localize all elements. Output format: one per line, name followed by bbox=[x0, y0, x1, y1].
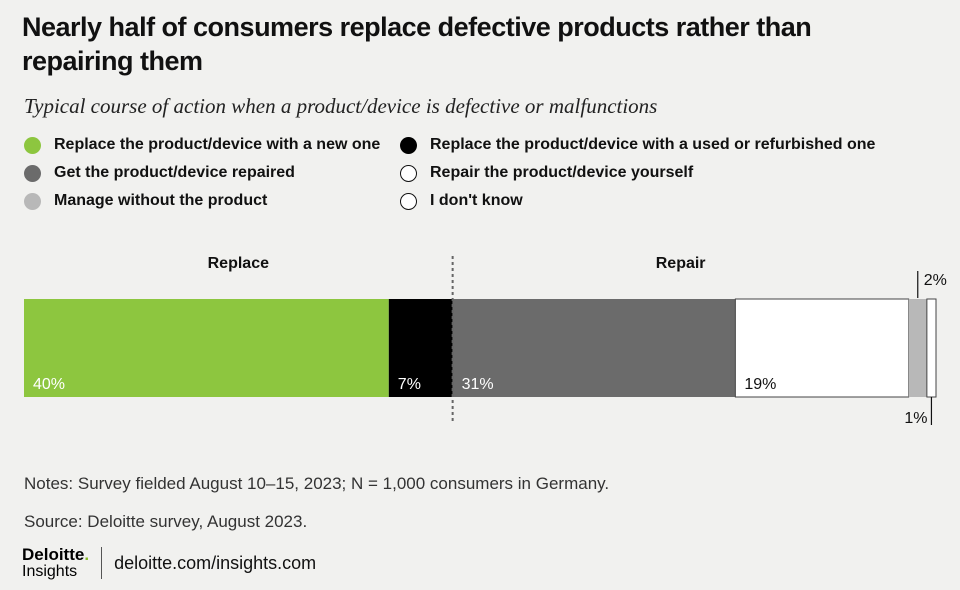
group-label-repair: Repair bbox=[656, 255, 706, 272]
legend-swatch-icon bbox=[400, 164, 417, 182]
footer-url[interactable]: deloitte.com/insights.com bbox=[114, 552, 317, 573]
legend-swatch-icon bbox=[24, 192, 41, 210]
chart-title: Nearly half of consumers replace defecti… bbox=[22, 12, 812, 76]
footer-divider bbox=[101, 547, 103, 579]
legend-swatch-icon bbox=[24, 136, 41, 154]
group-label-replace: Replace bbox=[208, 255, 269, 272]
legend-item: Repair the product/device yourself bbox=[400, 161, 693, 185]
footer: Deloitte. Insights deloitte.com/insights… bbox=[22, 546, 316, 580]
stacked-bar-chart: 40% 7% 31% 19% 2% 1% Replace Repair bbox=[24, 255, 947, 427]
legend-label: Get the product/device repaired bbox=[54, 164, 295, 181]
chart-subtitle: Typical course of action when a product/… bbox=[24, 94, 658, 118]
bar-segment bbox=[388, 299, 453, 397]
legend-swatch-icon bbox=[400, 136, 417, 154]
legend-label: Manage without the product bbox=[54, 192, 268, 209]
legend-label: Replace the product/device with a used o… bbox=[430, 136, 876, 153]
legend-item: Get the product/device repaired bbox=[24, 161, 295, 185]
data-label: 2% bbox=[924, 272, 947, 289]
legend-item: Replace the product/device with a used o… bbox=[400, 133, 875, 157]
legend-swatch-icon bbox=[400, 192, 417, 210]
deloitte-insights-logo: Deloitte. Insights bbox=[22, 546, 89, 580]
legend-item: Replace the product/device with a new on… bbox=[24, 133, 380, 157]
bar-segment bbox=[24, 299, 389, 397]
source-text: Source: Deloitte survey, August 2023. bbox=[24, 512, 308, 531]
notes-text: Notes: Survey fielded August 10–15, 2023… bbox=[24, 474, 610, 493]
bar-segment bbox=[926, 298, 937, 398]
data-label: 1% bbox=[904, 410, 927, 427]
data-label: 7% bbox=[398, 376, 421, 393]
legend-swatch-icon bbox=[24, 164, 41, 182]
bar-segment bbox=[734, 298, 910, 398]
legend-item: I don't know bbox=[400, 189, 523, 213]
data-label: 19% bbox=[744, 376, 776, 393]
legend-label: Repair the product/device yourself bbox=[430, 164, 694, 181]
data-label: 40% bbox=[33, 376, 65, 393]
logo-main: Deloitte. bbox=[22, 546, 89, 563]
legend-label: I don't know bbox=[430, 192, 523, 209]
logo-sub: Insights bbox=[22, 563, 78, 580]
logo-wordmark: Deloitte bbox=[22, 545, 85, 564]
bar-segment bbox=[908, 299, 927, 397]
logo-dot: . bbox=[84, 545, 90, 564]
legend-item: Manage without the product bbox=[24, 189, 267, 213]
legend-label: Replace the product/device with a new on… bbox=[54, 136, 381, 153]
bar-segment bbox=[452, 299, 736, 397]
data-label: 31% bbox=[462, 376, 494, 393]
legend: Replace the product/device with a new on… bbox=[24, 133, 904, 223]
